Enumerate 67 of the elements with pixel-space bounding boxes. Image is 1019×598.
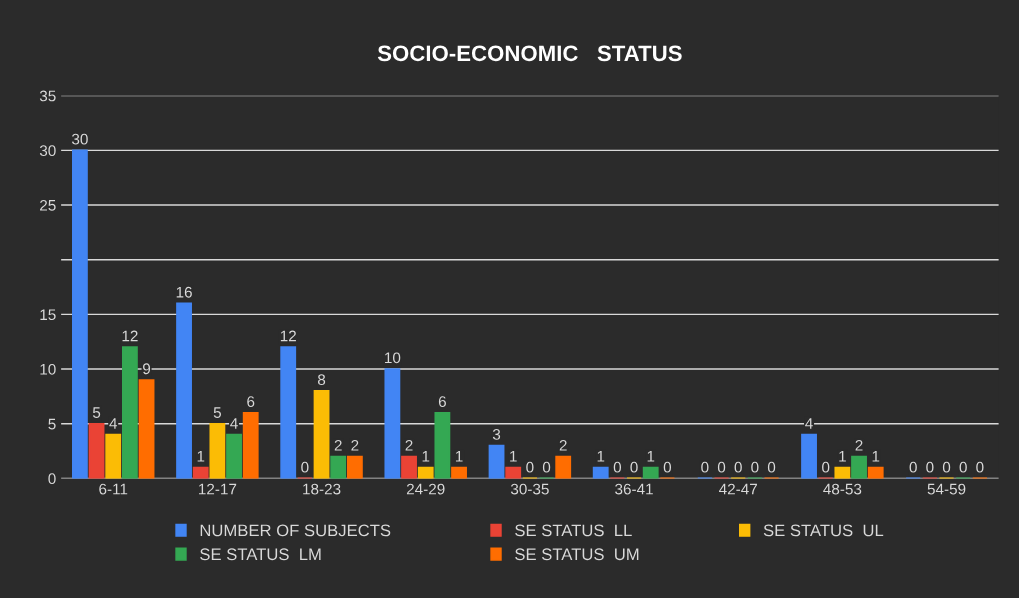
data-label: 0 [301, 461, 309, 473]
data-label: 4 [805, 418, 813, 429]
data-label: 0 [926, 461, 934, 473]
chart-title: SOCIO-ECONOMIC STATUS [377, 45, 682, 62]
legend-label: SE STATUS LM [200, 548, 321, 561]
legend-label: SE STATUS UM [515, 548, 639, 561]
legend-label: SE STATUS UL [763, 524, 884, 537]
data-label: 0 [701, 461, 709, 473]
data-label: 16 [176, 286, 192, 298]
y-tick-label: 10 [40, 363, 56, 375]
data-label: 2 [351, 439, 359, 451]
y-tick-label: 5 [48, 418, 56, 430]
data-label: 30 [71, 133, 88, 145]
data-label: 0 [630, 461, 638, 473]
data-label: 1 [197, 451, 205, 462]
data-label: 1 [455, 451, 463, 462]
legend-label: SE STATUS LL [515, 524, 632, 537]
data-label: 2 [334, 439, 342, 451]
data-label: 4 [109, 418, 118, 429]
data-label: 0 [942, 461, 951, 473]
x-tick-label: 36-41 [615, 483, 653, 495]
x-tick-label: 30-35 [510, 483, 549, 495]
y-tick-label: 15 [40, 309, 56, 321]
data-label: 8 [317, 374, 326, 386]
data-label: 5 [213, 407, 221, 418]
data-label: 0 [663, 461, 672, 473]
data-label: 1 [597, 451, 605, 462]
data-label: 2 [405, 439, 413, 451]
data-label: 1 [422, 451, 430, 462]
x-tick-label: 42-47 [719, 483, 757, 495]
data-label: 6 [438, 396, 446, 407]
x-tick-label: 24-29 [406, 483, 445, 495]
data-label: 0 [976, 461, 984, 473]
data-label: 5 [92, 407, 101, 418]
y-tick-label: 25 [40, 199, 56, 211]
data-label: 0 [909, 461, 917, 473]
data-label: 0 [959, 461, 967, 473]
data-label: 2 [855, 439, 863, 451]
x-tick-label: 6-11 [99, 483, 128, 495]
data-label: 12 [122, 330, 138, 342]
data-label: 0 [751, 461, 759, 473]
y-tick-label: 35 [39, 90, 56, 102]
data-label: 6 [247, 396, 255, 407]
data-label: 3 [492, 428, 501, 440]
data-label: 10 [385, 352, 401, 364]
y-tick-label: 30 [39, 145, 56, 157]
data-label: 0 [526, 461, 534, 473]
data-label: 1 [872, 451, 880, 462]
data-label: 12 [280, 330, 296, 342]
data-label: 0 [734, 461, 742, 473]
data-label: 0 [822, 461, 830, 473]
x-tick-label: 18-23 [303, 483, 341, 495]
data-label: 0 [717, 461, 726, 473]
legend-label: NUMBER OF SUBJECTS [200, 524, 391, 537]
data-label: 0 [767, 461, 776, 473]
data-label: 2 [559, 439, 567, 451]
x-tick-label: 48-53 [823, 483, 862, 495]
data-label: 0 [542, 461, 551, 473]
data-label: 0 [613, 461, 622, 473]
x-tick-label: 54-59 [927, 483, 966, 495]
y-tick-label: 0 [48, 473, 56, 485]
data-label: 1 [510, 451, 517, 462]
x-tick-label: 12-17 [199, 483, 237, 495]
data-label: 4 [230, 418, 238, 429]
data-label: 1 [839, 451, 846, 462]
data-label: 9 [143, 363, 151, 375]
data-label: 1 [647, 451, 655, 462]
